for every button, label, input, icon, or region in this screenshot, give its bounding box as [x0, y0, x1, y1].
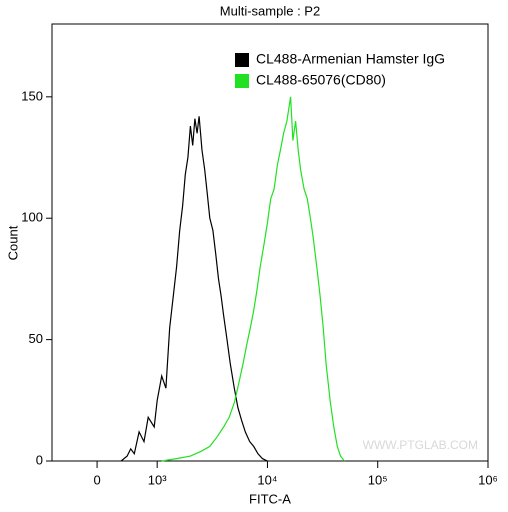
chart-title: Multi-sample : P2	[220, 3, 320, 18]
watermark: WWW.PTGLAB.COM	[363, 438, 478, 452]
legend-label: CL488-Armenian Hamster IgG	[256, 51, 445, 67]
x-axis-label: FITC-A	[249, 491, 291, 506]
y-tick-label: 100	[21, 210, 43, 225]
x-tick-label: 10⁵	[368, 472, 388, 487]
plot-frame	[51, 23, 489, 462]
legend-swatch	[235, 74, 249, 88]
x-tick-label: 10⁴	[257, 472, 277, 487]
y-axis-label: Count	[5, 225, 20, 260]
x-tick-label: 10⁶	[478, 472, 498, 487]
legend-label: CL488-65076(CD80)	[256, 72, 386, 88]
histogram-line	[161, 96, 345, 462]
y-tick-label: 50	[29, 331, 43, 346]
y-tick-label: 150	[21, 88, 43, 103]
legend-swatch	[235, 53, 249, 67]
y-tick-label: 0	[36, 452, 43, 467]
x-tick-label: 10³	[148, 472, 167, 487]
histogram-line	[120, 116, 268, 462]
x-tick-label: 0	[93, 472, 100, 487]
